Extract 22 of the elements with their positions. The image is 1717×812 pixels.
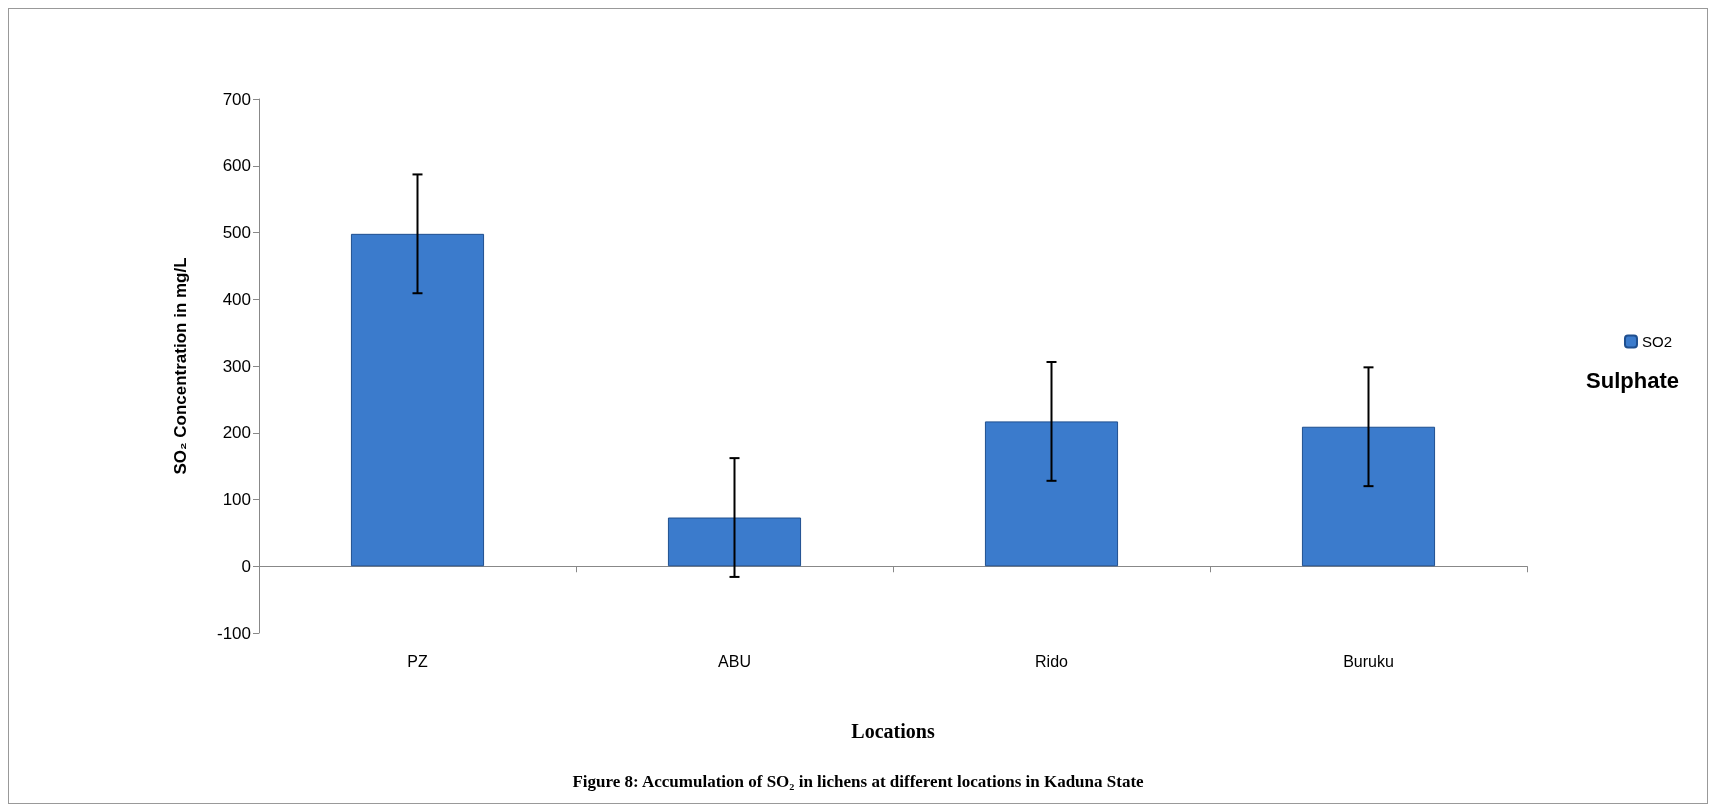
y-tick-label: 600: [222, 156, 251, 176]
x-tick-label: Rido: [1035, 652, 1069, 670]
y-tick-label: 700: [222, 89, 251, 109]
bar: [984, 421, 1119, 567]
y-tick-label: 0: [241, 556, 251, 576]
y-axis-title: SO₂ Concentration in mg/L: [171, 257, 190, 475]
legend-label: SO2: [1641, 333, 1672, 350]
x-tick-label: ABU: [718, 652, 751, 670]
bar: [1301, 426, 1436, 567]
bar: [350, 233, 485, 567]
y-tick-label: 200: [222, 423, 251, 443]
text: Sulphate: [1586, 367, 1680, 393]
y-tick-label: 300: [222, 356, 251, 376]
x-tick-label: Buruku: [1343, 652, 1394, 670]
bar: [667, 517, 802, 567]
text: Figure 8: Accumulation of SO₂ in lichens at different locations in Kaduna State: [572, 772, 1145, 791]
x-tick-label: PZ: [407, 652, 428, 670]
x-axis-title: Locations: [851, 720, 935, 742]
y-tick-label: 400: [222, 289, 251, 309]
y-tick-label: 500: [222, 223, 251, 242]
y-tick-label: -100: [216, 623, 251, 643]
y-tick-label: 100: [222, 490, 251, 509]
